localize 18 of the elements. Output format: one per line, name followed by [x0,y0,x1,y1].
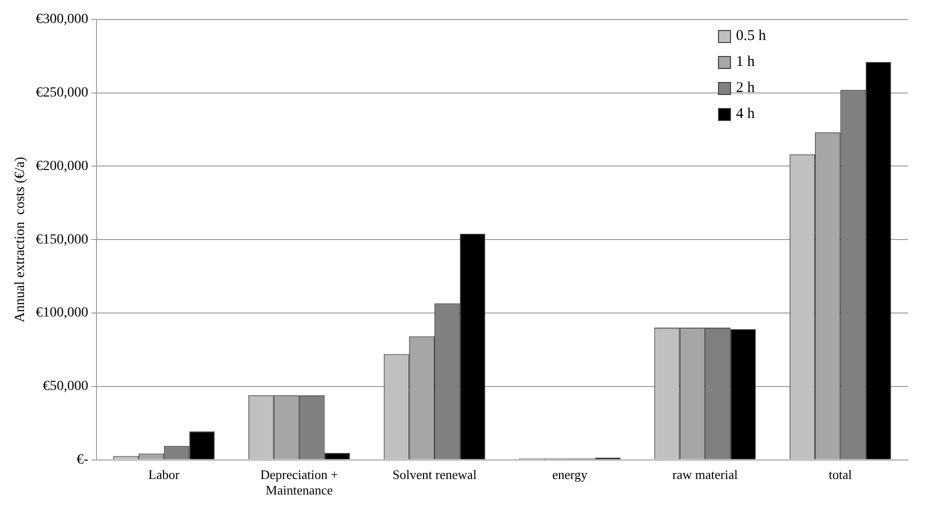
x-tick-label: raw material [672,467,738,482]
y-tick-label: €100,000 [36,306,88,321]
x-tick-label: Labor [148,467,180,482]
y-tick-label: €150,000 [36,232,88,248]
y-tick-label: €200,000 [36,158,88,174]
x-tick-label: total [828,467,852,482]
x-tick-label: energy [552,467,588,482]
legend-label: 1 h [736,53,755,72]
y-tick-label: €300,000 [36,12,88,28]
legend-label: 4 h [736,105,755,124]
y-tick-label: €- [76,452,89,468]
y-tick-label: €50,000 [42,379,88,394]
x-tick-label: Depreciation + Maintenance [260,467,338,498]
legend-label: 2 h [736,79,755,98]
x-tick-label: Solvent renewal [392,467,477,482]
legend-label: 0.5 h [736,27,766,46]
y-axis-title: Annual extraction costs (€/a) [13,156,28,322]
y-tick-label: €250,000 [36,85,88,100]
